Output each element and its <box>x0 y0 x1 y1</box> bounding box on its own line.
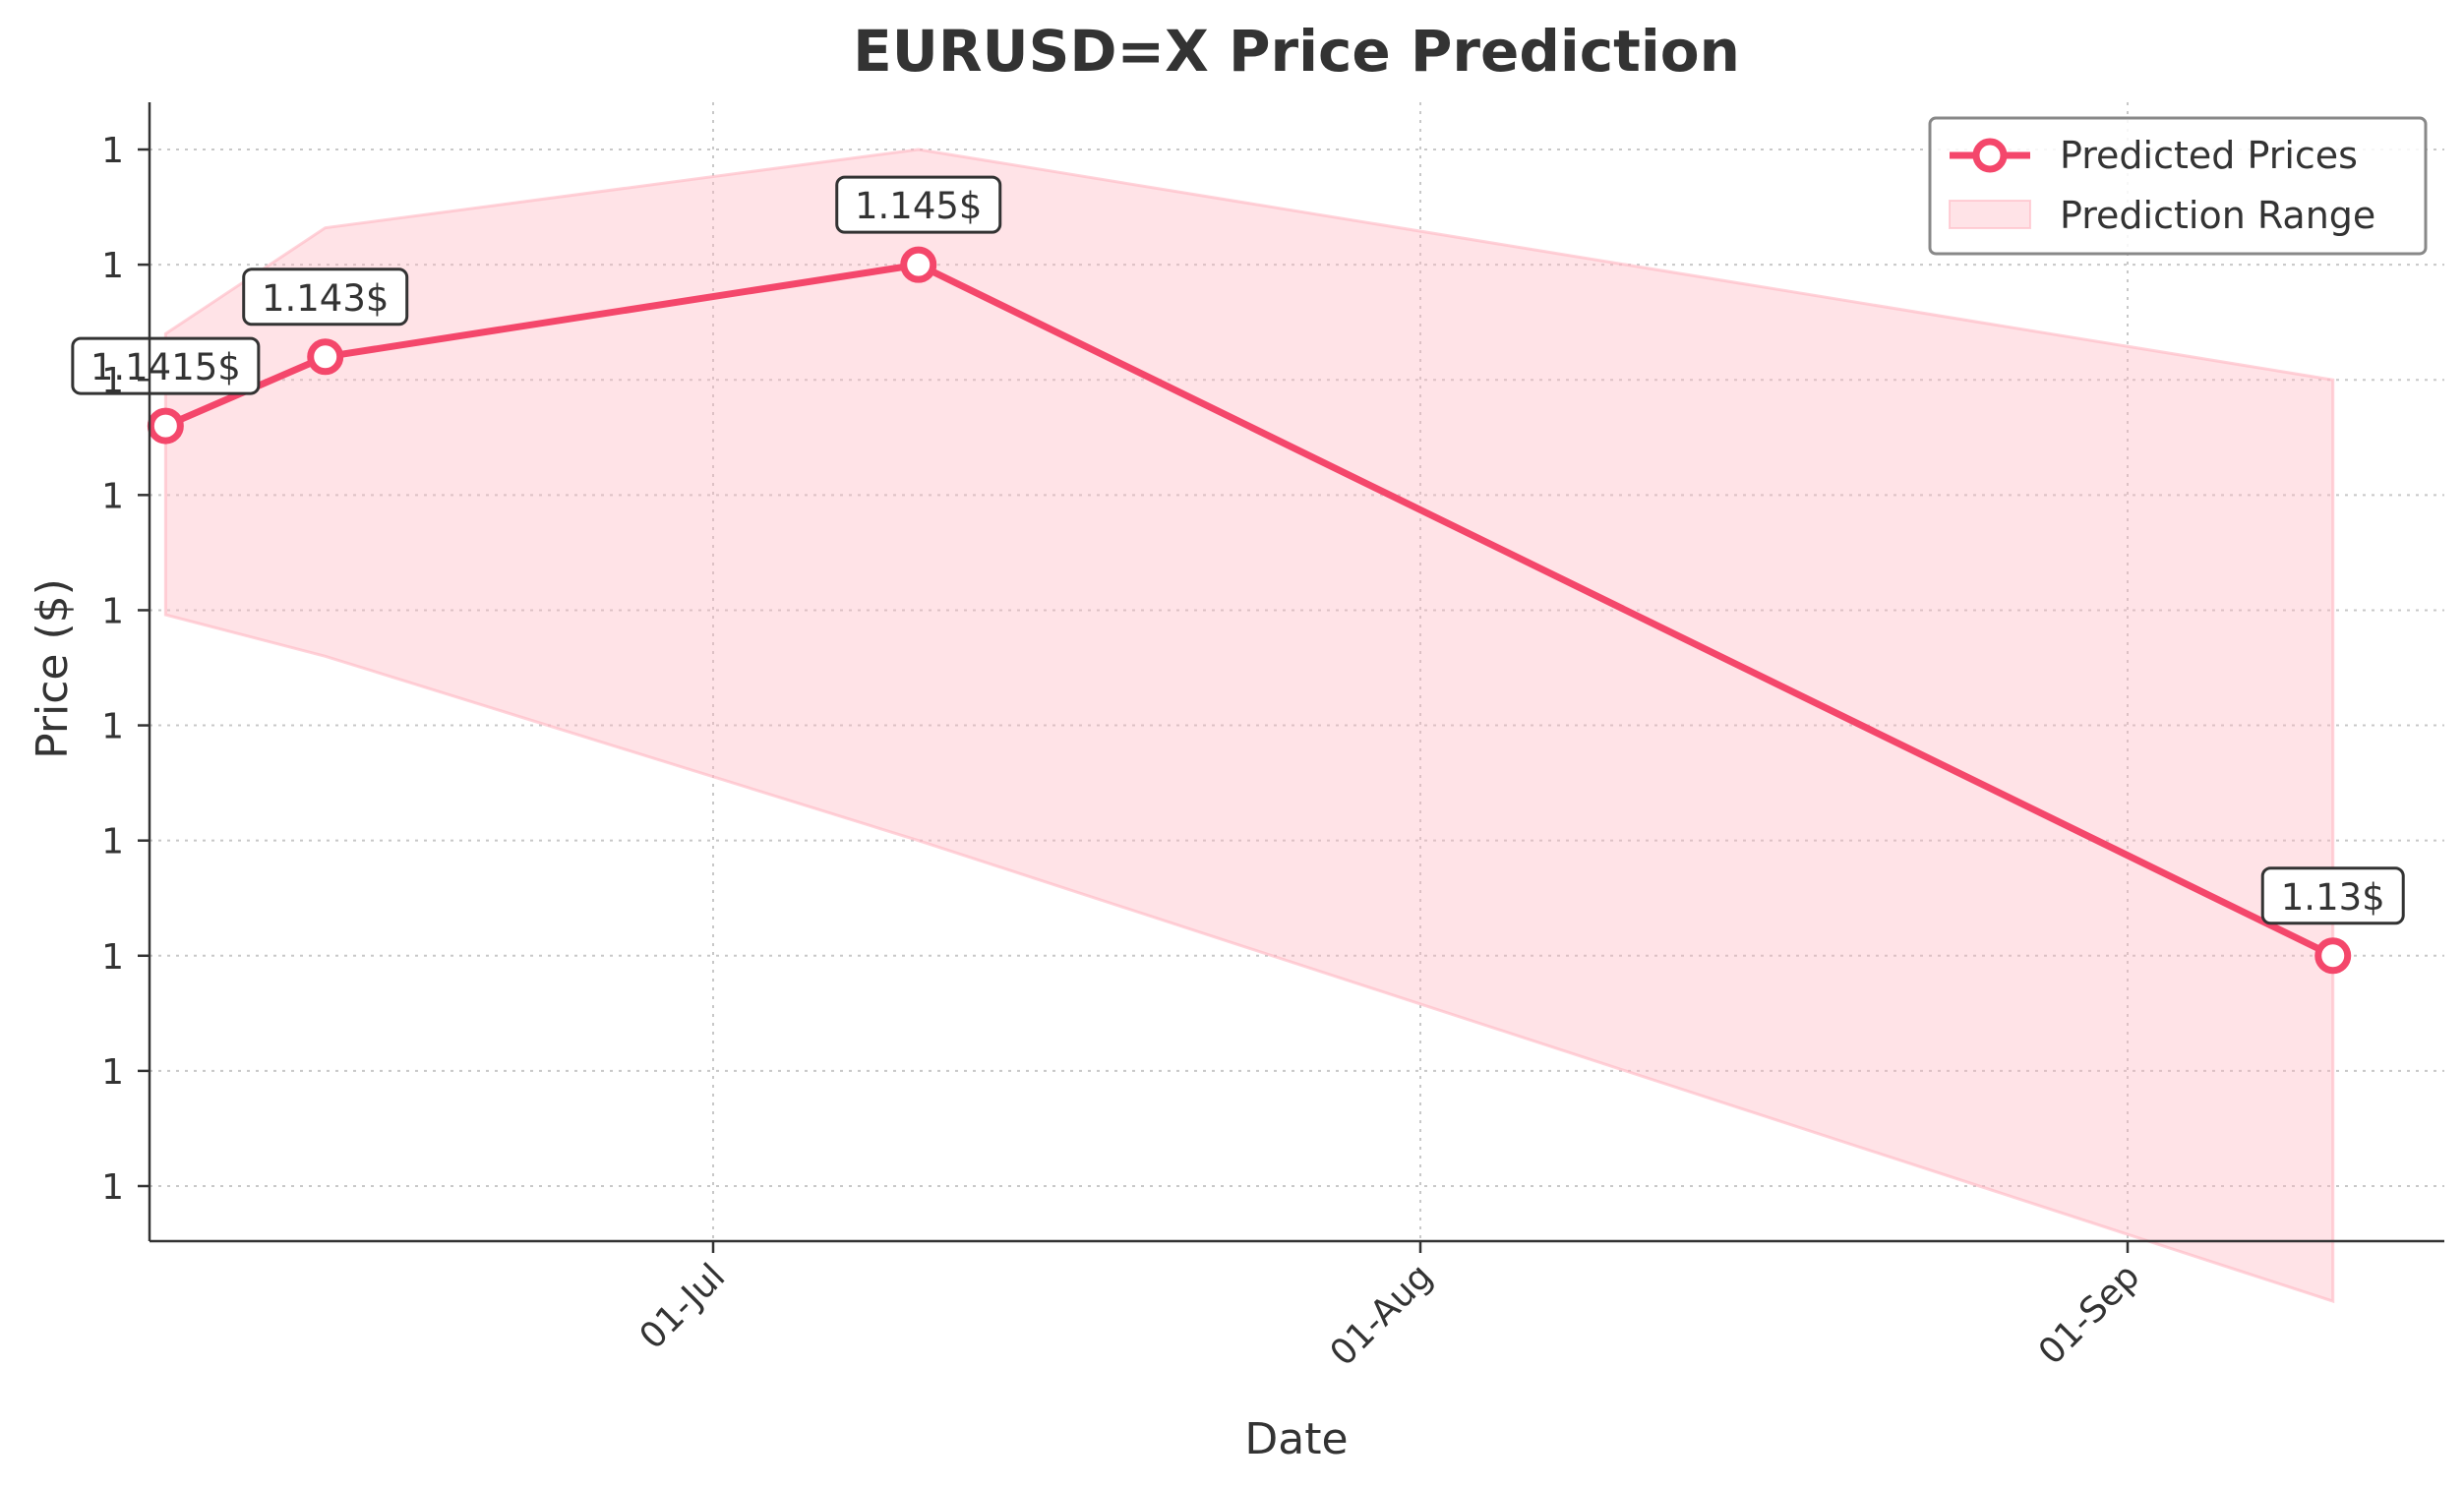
y-tick-label: 1 <box>101 131 124 171</box>
y-tick-label: 1 <box>101 1052 124 1093</box>
x-axis-label: Date <box>1244 1414 1348 1464</box>
prediction-range-band <box>163 148 2335 1304</box>
y-tick-label: 1 <box>101 822 124 863</box>
y-tick-label: 1 <box>101 361 124 401</box>
y-axis-label: Price ($) <box>28 578 78 759</box>
predicted-price-point <box>147 407 184 445</box>
annotation-label: 1.1415$ <box>90 346 241 388</box>
legend-label-range: Prediction Range <box>2060 194 2375 237</box>
annotation-label: 1.145$ <box>855 185 982 227</box>
x-tick-label: 01-Jul <box>632 1256 734 1357</box>
x-axis-ticks: 01-Jul 01-Aug 01-Sep <box>632 1241 2148 1374</box>
y-tick-label: 1 <box>101 476 124 516</box>
annotation-box <box>2260 866 2405 925</box>
chart-title: EURUSD=X Price Prediction <box>853 18 1740 85</box>
y-tick-label: 1 <box>101 707 124 747</box>
x-tick-label: 01-Sep <box>2031 1256 2148 1373</box>
legend-frame <box>1928 116 2428 256</box>
annotation-label: 1.143$ <box>262 277 389 320</box>
legend: Predicted Prices Prediction Range <box>1928 116 2428 256</box>
axes <box>148 102 2444 1243</box>
annotation-box <box>71 336 261 395</box>
annotation-box <box>242 268 409 327</box>
y-tick-label: 1 <box>101 591 124 631</box>
legend-marker-swatch <box>1972 138 2008 173</box>
annotation-label: 1.13$ <box>2281 876 2385 919</box>
y-tick-label: 1 <box>101 246 124 286</box>
annotation-labels: 1.1415$ 1.143$ 1.145$ 1.13$ <box>71 175 2405 925</box>
annotation-box <box>835 175 1002 234</box>
x-tick-label: 01-Aug <box>1323 1256 1441 1374</box>
legend-band-swatch <box>1949 200 2031 229</box>
predicted-price-point <box>307 338 344 376</box>
legend-label-predicted: Predicted Prices <box>2060 134 2358 177</box>
y-tick-label: 1 <box>101 1167 124 1208</box>
y-axis-ticks: 1 1 1 1 1 1 1 1 1 1 <box>101 131 150 1208</box>
predicted-price-point <box>2314 937 2352 975</box>
prediction-range-area <box>163 148 2335 1304</box>
y-tick-label: 1 <box>101 937 124 978</box>
predicted-price-point <box>900 246 937 283</box>
grid-lines <box>150 102 2444 1241</box>
